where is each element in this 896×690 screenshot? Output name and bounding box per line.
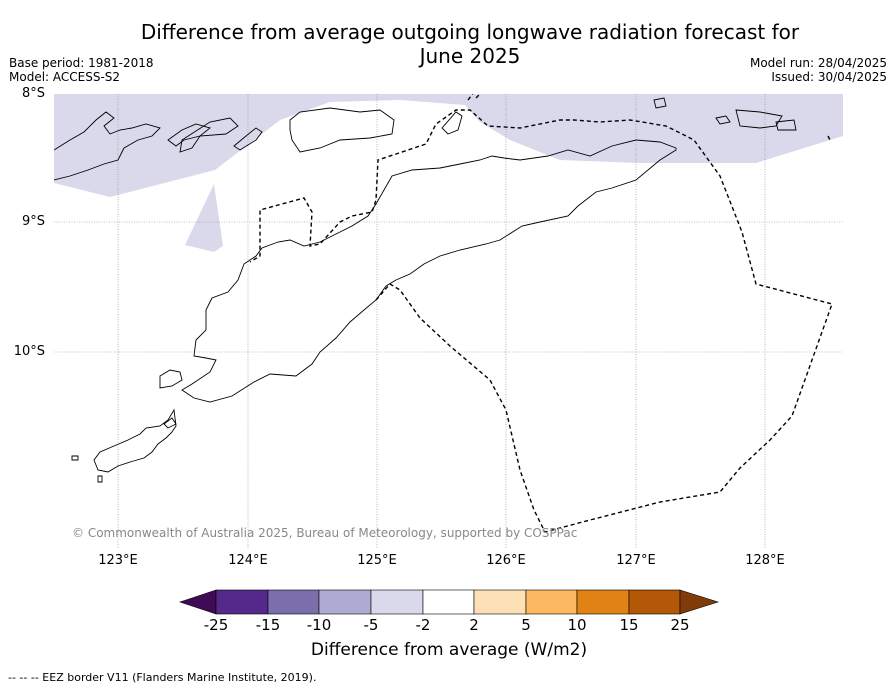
lon-label-127e: 127°E	[616, 553, 656, 568]
colorbar-title: Difference from average (W/m2)	[310, 640, 588, 660]
coastline-flores	[54, 111, 161, 181]
lat-label-9s: 9°S	[21, 214, 45, 229]
colorbar-tick-6: 5	[521, 616, 531, 634]
coastline-sw-islet	[97, 475, 103, 483]
colorbar-bin-8	[576, 589, 630, 615]
colorbar-bin-5	[422, 589, 475, 615]
map-title: Difference from average outgoing longwav…	[110, 20, 830, 68]
colorbar-tick-4: -2	[415, 616, 431, 634]
model-name: Model: ACCESS-S2	[9, 70, 121, 84]
colorbar-tick-3: -5	[363, 616, 379, 634]
issued-date: Issued: 30/04/2025	[771, 70, 887, 84]
coastline-timor	[181, 139, 677, 403]
colorbar-bin-3	[318, 589, 372, 615]
colorbar-tick-9: 25	[670, 616, 690, 634]
colorbar-tick-2: -10	[306, 616, 332, 634]
colorbar-bin-6	[473, 589, 527, 615]
anomaly-region-north	[54, 94, 843, 197]
coastline-islet-a	[653, 97, 667, 109]
colorbar-tick-5: 2	[469, 616, 479, 634]
colorbar-bin-1	[215, 589, 269, 615]
coastline-west-islet	[71, 455, 79, 461]
coastline-islet-b	[715, 115, 731, 125]
lon-label-124e: 124°E	[228, 553, 268, 568]
coastline-sumba	[93, 408, 177, 473]
lat-label-10s: 10°S	[13, 344, 45, 359]
coastline-sumba-tip	[163, 417, 177, 429]
coastline-pantar	[233, 127, 263, 151]
lon-label-128e: 128°E	[745, 553, 785, 568]
colorbar-tick-8: 15	[619, 616, 639, 634]
colorbar-extend-low	[179, 589, 217, 615]
coastline-wetar	[441, 111, 463, 135]
anomaly-region-patch	[185, 184, 223, 252]
coastline-babar-small	[775, 119, 797, 131]
model-run: Model run: 28/04/2025	[749, 56, 887, 70]
gridlines	[54, 94, 843, 549]
colorbar-bin-4	[370, 589, 424, 615]
title-line-1: Difference from average outgoing longwav…	[140, 20, 800, 44]
title-line-2: June 2025	[419, 44, 521, 68]
eez-border-north	[467, 94, 481, 101]
eez-footnote: -- -- -- EEZ border V11 (Flanders Marine…	[8, 671, 317, 684]
colorbar-bin-9	[628, 589, 681, 615]
map-area	[54, 94, 843, 549]
coastline-solor	[167, 123, 211, 147]
coastlines	[54, 97, 797, 483]
colorbar-tick-1: -15	[255, 616, 281, 634]
coastline-savu	[159, 369, 183, 389]
colorbar-bin-2	[267, 589, 320, 615]
coastline-northern-islands	[289, 107, 395, 153]
colorbar-bin-7	[525, 589, 578, 615]
eez-border-timor-leste	[249, 109, 833, 533]
eez-border-east	[827, 135, 831, 141]
lat-label-8s: 8°S	[21, 86, 45, 101]
lon-label-125e: 125°E	[357, 553, 397, 568]
coastline-alor	[179, 117, 239, 153]
lon-label-123e: 123°E	[98, 553, 138, 568]
colorbar-tick-7: 10	[567, 616, 587, 634]
colorbar-extend-high	[679, 589, 719, 615]
copyright-notice: © Commonwealth of Australia 2025, Bureau…	[72, 526, 578, 540]
coastline-babar	[735, 109, 783, 129]
lon-label-126e: 126°E	[486, 553, 526, 568]
meta-left: Base period: 1981-2018 Model: ACCESS-S2	[9, 56, 154, 84]
meta-right: Model run: 28/04/2025 Issued: 30/04/2025	[750, 56, 887, 84]
eez-borders	[249, 94, 833, 533]
colorbar-tick-0: -25	[203, 616, 229, 634]
colorbar	[179, 589, 719, 615]
base-period: Base period: 1981-2018	[9, 56, 154, 70]
